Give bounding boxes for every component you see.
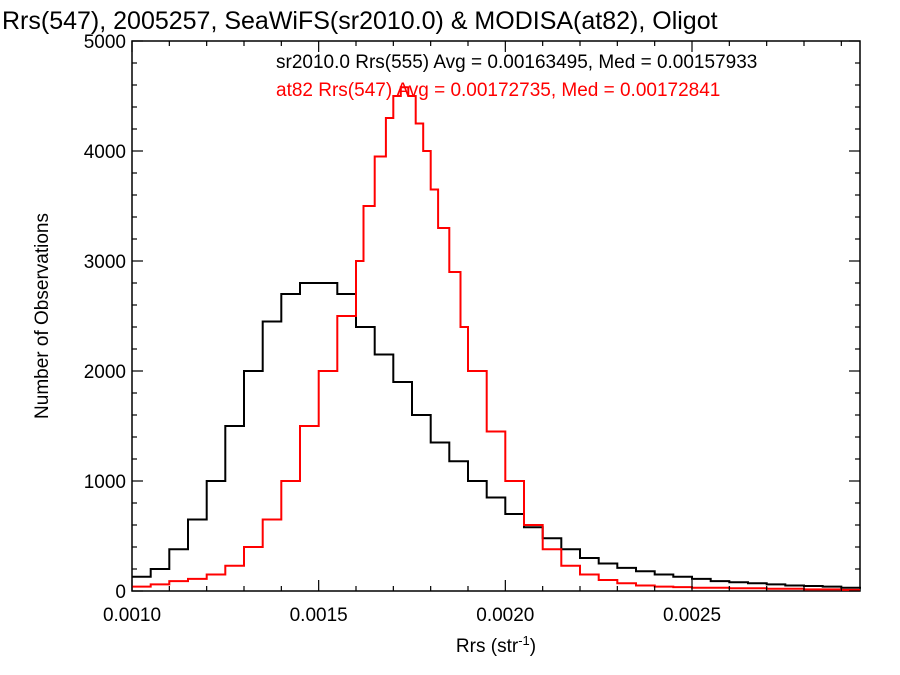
ticks-layer: 0.0010 0.0015 0.0020 0.0025 0 1000 2000 3000 400… — [84, 32, 860, 626]
y-tick-label: 0 — [115, 582, 126, 603]
x-tick-label: 0.0025 — [663, 605, 721, 626]
series-layer — [132, 86, 861, 591]
annotation-red: at82 Rrs(547) Avg = 0.00172735, Med = 0.… — [276, 80, 720, 101]
series-1-line — [132, 86, 860, 591]
y-tick-label: 5000 — [84, 32, 126, 53]
y-tick-label: 1000 — [84, 472, 126, 493]
x-tick-label: 0.0015 — [290, 605, 348, 626]
x-axis-label: Rrs (str-1) — [456, 633, 536, 657]
annotation-black: sr2010.0 Rrs(555) Avg = 0.00163495, Med … — [276, 52, 757, 73]
y-tick-label: 2000 — [84, 362, 126, 383]
x-tick-label: 0.0010 — [103, 605, 161, 626]
y-tick-label: 3000 — [84, 252, 126, 273]
plot-frame — [131, 40, 861, 592]
y-tick-label: 4000 — [84, 142, 126, 163]
y-axis-label: Number of Observations — [32, 213, 53, 419]
series-0-line — [132, 282, 861, 589]
chart-title: Rrs(547), 2005257, SeaWiFS(sr2010.0) & M… — [2, 7, 718, 35]
x-tick-label: 0.0020 — [476, 605, 534, 626]
